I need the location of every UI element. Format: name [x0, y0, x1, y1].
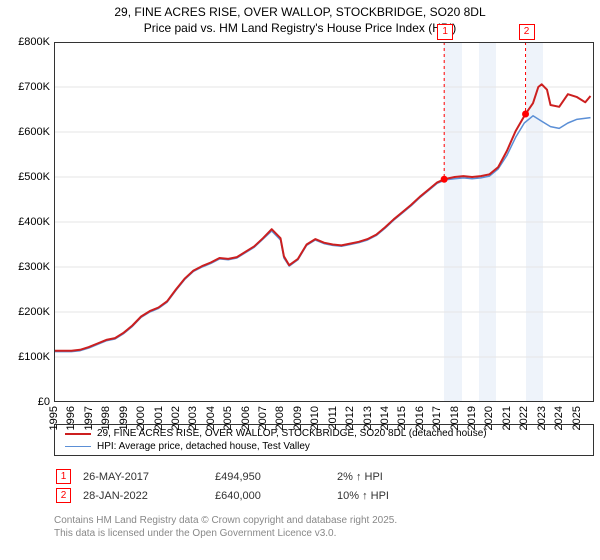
- y-tick-label: £0: [0, 396, 50, 408]
- sale-date: 26-MAY-2017: [83, 468, 213, 485]
- x-tick-label: 2006: [240, 406, 252, 430]
- legend-label: HPI: Average price, detached house, Test…: [97, 441, 310, 452]
- sales-table: 1 26-MAY-2017£494,9502% ↑ HPI 2 28-JAN-2022…: [54, 466, 401, 506]
- x-tick-label: 2009: [292, 406, 304, 430]
- x-tick-label: 2001: [153, 406, 165, 430]
- copyright: Contains HM Land Registry data © Crown c…: [54, 514, 397, 540]
- x-tick-label: 2010: [309, 406, 321, 430]
- chart-title: 29, FINE ACRES RISE, OVER WALLOP, STOCKB…: [0, 0, 600, 36]
- sale-date: 28-JAN-2022: [83, 487, 213, 504]
- x-tick-label: 2025: [571, 406, 583, 430]
- legend-item: HPI: Average price, detached house, Test…: [59, 440, 589, 453]
- y-tick-label: £800K: [0, 36, 50, 48]
- sale-price: £640,000: [215, 487, 335, 504]
- y-tick-label: £100K: [0, 351, 50, 363]
- x-tick-label: 1997: [83, 406, 95, 430]
- x-tick-label: 1998: [100, 406, 112, 430]
- plot-area: 12: [54, 42, 594, 402]
- x-tick-label: 2019: [466, 406, 478, 430]
- y-tick-label: £400K: [0, 216, 50, 228]
- x-tick-label: 1996: [65, 406, 77, 430]
- x-tick-label: 2016: [414, 406, 426, 430]
- copyright-line2: This data is licensed under the Open Gov…: [54, 528, 336, 539]
- x-tick-label: 2018: [449, 406, 461, 430]
- x-tick-label: 2007: [257, 406, 269, 430]
- x-tick-label: 2024: [553, 406, 565, 430]
- y-tick-label: £600K: [0, 126, 50, 138]
- sale-badge: 1: [56, 469, 71, 484]
- x-tick-label: 2013: [362, 406, 374, 430]
- copyright-line1: Contains HM Land Registry data © Crown c…: [54, 515, 397, 526]
- x-tick-label: 2002: [170, 406, 182, 430]
- x-tick-label: 2000: [135, 406, 147, 430]
- x-tick-label: 2014: [379, 406, 391, 430]
- title-line2: Price paid vs. HM Land Registry's House …: [144, 21, 456, 35]
- x-tick-label: 1995: [48, 406, 60, 430]
- x-tick-label: 2008: [274, 406, 286, 430]
- sale-row: 2 28-JAN-2022£640,00010% ↑ HPI: [56, 487, 399, 504]
- sale-delta: 2% ↑ HPI: [337, 468, 399, 485]
- x-tick-label: 2022: [518, 406, 530, 430]
- x-tick-label: 2012: [344, 406, 356, 430]
- y-tick-label: £200K: [0, 306, 50, 318]
- y-tick-label: £300K: [0, 261, 50, 273]
- x-tick-label: 2004: [205, 406, 217, 430]
- x-tick-label: 1999: [118, 406, 130, 430]
- sale-price: £494,950: [215, 468, 335, 485]
- x-tick-label: 2021: [501, 406, 513, 430]
- sale-row: 1 26-MAY-2017£494,9502% ↑ HPI: [56, 468, 399, 485]
- x-tick-label: 2003: [187, 406, 199, 430]
- y-tick-label: £700K: [0, 81, 50, 93]
- x-tick-label: 2020: [483, 406, 495, 430]
- x-tick-label: 2017: [431, 406, 443, 430]
- sale-delta: 10% ↑ HPI: [337, 487, 399, 504]
- x-tick-label: 2011: [327, 406, 339, 430]
- sale-marker-1: 1: [437, 24, 453, 40]
- x-tick-label: 2023: [536, 406, 548, 430]
- x-tick-label: 2005: [222, 406, 234, 430]
- title-line1: 29, FINE ACRES RISE, OVER WALLOP, STOCKB…: [114, 5, 485, 19]
- y-tick-label: £500K: [0, 171, 50, 183]
- sale-badge: 2: [56, 488, 71, 503]
- x-tick-label: 2015: [396, 406, 408, 430]
- sale-marker-2: 2: [519, 24, 535, 40]
